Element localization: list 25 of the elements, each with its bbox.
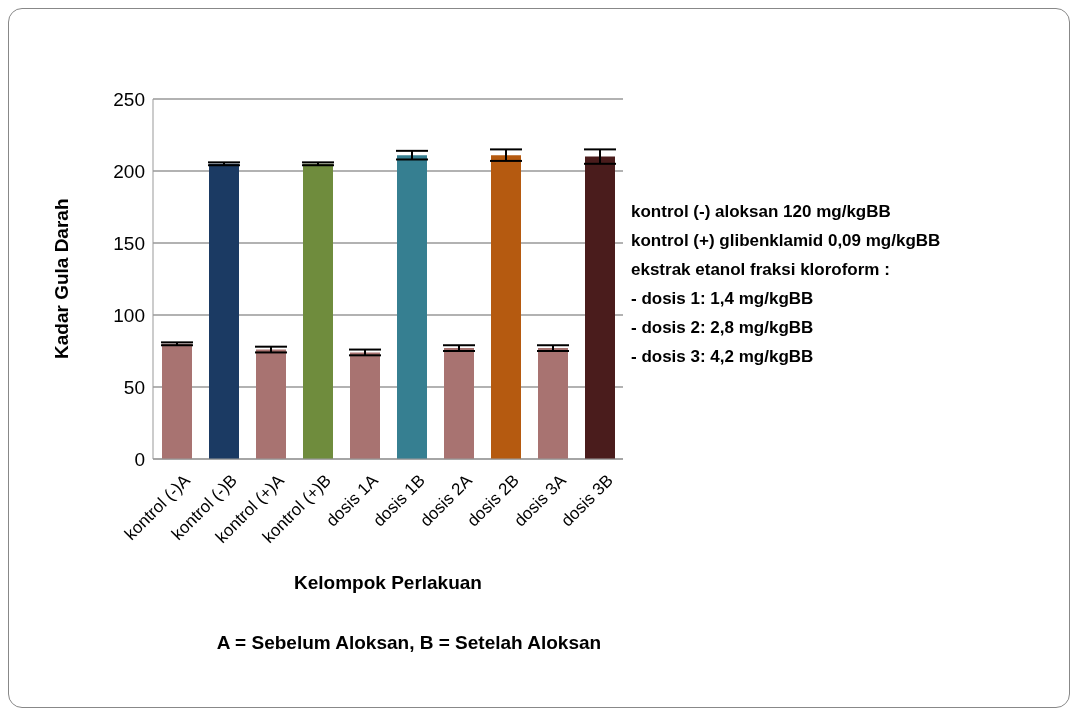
y-tick-label: 200 (113, 160, 145, 182)
y-axis-title: Kadar Gula Darah (50, 198, 72, 359)
y-tick-label: 100 (113, 304, 145, 326)
bar (350, 352, 380, 459)
text: - dosis 3: 4,2 mg/kgBB (631, 346, 815, 368)
bar (209, 163, 239, 459)
bar (585, 156, 615, 459)
x-axis-title: Kelompok Perlakuan (294, 572, 482, 593)
bar (538, 348, 568, 459)
y-tick-label: 0 (134, 448, 145, 470)
bar (162, 343, 192, 459)
text: kontrol (+) glibenklamid 0,09 mg/kgBB (631, 230, 941, 252)
bar (444, 348, 474, 459)
text: - dosis 2: 2,8 mg/kgBB (631, 317, 815, 339)
bar (397, 155, 427, 459)
y-tick-label: 250 (113, 88, 145, 110)
bar (491, 155, 521, 459)
bar (303, 163, 333, 459)
text: kontrol (-) aloksan 120 mg/kgBB (631, 201, 892, 223)
text: A = Sebelum Aloksan, B = Setelah Aloksan (215, 632, 603, 654)
y-tick-label: 150 (113, 232, 145, 254)
text: ekstrak etanol fraksi kloroform : (631, 259, 891, 281)
bar (256, 349, 286, 459)
y-tick-label: 50 (123, 376, 145, 398)
text: - dosis 1: 1,4 mg/kgBB (631, 288, 815, 310)
